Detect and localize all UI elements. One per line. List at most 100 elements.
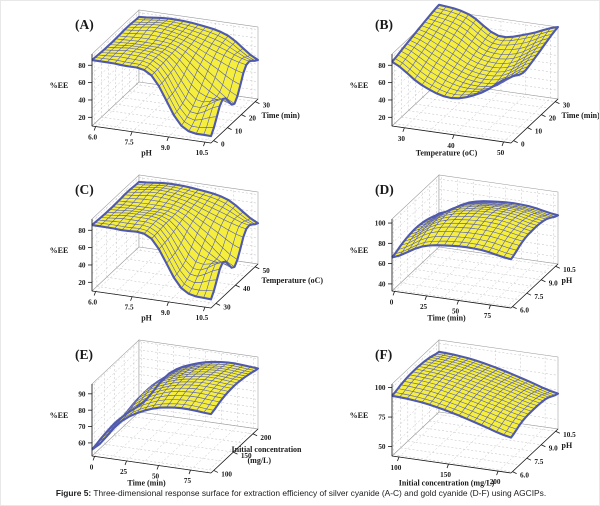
surface-plot-d: 40 60 80 100 0 25 50 75 6.0 7.5 9.0 10.5 %EE Time (mi… [350, 174, 576, 323]
z-axis-label: %EE [50, 81, 69, 90]
tick-marks [88, 229, 260, 312]
axes [391, 384, 559, 474]
x-axis-label: Temperature (oC) [416, 149, 478, 158]
x-tick-label: 9.0 [161, 144, 170, 152]
y-tick-label: 30 [563, 102, 571, 110]
y-tick-label: 6.0 [520, 472, 529, 480]
surface-mesh [391, 351, 559, 438]
z-tick-label: 75 [378, 414, 386, 422]
y-tick-label: 0 [221, 141, 225, 149]
surface-mesh [91, 181, 259, 300]
z-tick-label: 100 [375, 384, 386, 392]
y-tick-label: 200 [260, 434, 271, 442]
x-tick-label: 25 [120, 468, 128, 476]
axes [391, 219, 559, 309]
tick-labels: 20 40 60 80 6.0 7.5 9.0 10.5 0 10 20 30 [78, 62, 270, 157]
surface-rim [91, 180, 260, 301]
x-tick-label: 10.5 [196, 314, 209, 322]
surface-plot-c: 20 40 60 80 6.0 7.5 9.0 10.5 30 40 50 %EE pH Temperat… [50, 174, 323, 323]
x-tick-label: 7.5 [125, 139, 134, 147]
panel-letter: (C) [75, 182, 94, 197]
z-axis-label: %EE [350, 411, 369, 420]
axes [91, 219, 259, 309]
x-tick-label: 30 [398, 135, 406, 143]
y-tick-label: 7.5 [534, 458, 543, 466]
x-axis-label: Time (min) [427, 314, 466, 323]
z-axis-label: %EE [50, 411, 69, 420]
surface-rim [91, 360, 260, 451]
y-tick-label: 30 [263, 102, 271, 110]
x-tick-label: 0 [390, 298, 394, 306]
tick-labels: 40 60 80 100 0 25 50 75 6.0 7.5 9.0 10.5 [375, 220, 576, 320]
x-tick-label: 100 [391, 464, 402, 472]
y-axis-label: Time (min) [262, 111, 301, 120]
z-tick-label: 80 [78, 62, 86, 70]
figure-caption-text: Three-dimensional response surface for e… [91, 488, 547, 498]
x-tick-label: 10.5 [196, 149, 209, 157]
tick-marks [88, 393, 258, 475]
z-tick-label: 40 [378, 97, 386, 105]
x-tick-label: 40 [447, 142, 455, 150]
tick-marks [388, 64, 560, 147]
axes [391, 54, 559, 144]
x-tick-label: 6.0 [88, 134, 97, 142]
y-tick-label: 10.5 [563, 266, 576, 274]
x-tick-label: 50 [497, 149, 505, 157]
panel-letter: (D) [375, 182, 394, 197]
figure-caption: Figure 5: Three-dimensional response sur… [1, 488, 599, 498]
x-axis-label: Initial concentration (mg/L) [399, 479, 495, 488]
y-tick-label: 10 [535, 128, 543, 136]
y-tick-label: 0 [521, 141, 525, 149]
surface-plot-b: 20 40 60 80 30 40 50 0 10 20 30 %EE Temperature (oC)… [350, 3, 600, 158]
tick-labels: 20 40 60 80 30 40 50 0 10 20 30 [378, 62, 570, 157]
tick-labels: 50 75 100 100 150 200 6.0 7.5 9.0 10.5 [375, 384, 576, 486]
y-tick-label: 50 [263, 267, 271, 275]
x-tick-label: 25 [420, 303, 428, 311]
panel-letter: (E) [75, 347, 93, 362]
x-tick-label: 150 [440, 471, 451, 479]
z-tick-label: 40 [78, 97, 86, 105]
y-tick-label: 6.0 [520, 307, 529, 315]
y-axis-label: Time (min) [562, 111, 600, 120]
z-tick-label: 50 [378, 443, 386, 451]
y-axis-label: pH [562, 276, 573, 285]
x-tick-label: 7.5 [125, 304, 134, 312]
tick-labels: 20 40 60 80 6.0 7.5 9.0 10.5 30 40 50 [78, 227, 270, 322]
z-tick-label: 40 [378, 281, 386, 289]
axes [91, 384, 259, 474]
y-tick-label: 30 [223, 303, 231, 311]
z-tick-label: 80 [378, 62, 386, 70]
z-tick-label: 80 [78, 227, 86, 235]
z-tick-label: 60 [378, 260, 386, 268]
surface-mesh [91, 16, 259, 137]
z-tick-label: 20 [78, 114, 86, 122]
y-tick-label: 100 [221, 470, 232, 478]
z-tick-label: 80 [78, 407, 86, 415]
axes [91, 54, 259, 144]
surface-plot-e: 60 70 80 90 0 25 50 75 100 150 200 %EE Time (min) Ini… [50, 339, 302, 488]
x-axis-label: pH [141, 314, 152, 323]
z-tick-label: 70 [78, 423, 86, 431]
x-tick-label: 50 [152, 473, 160, 481]
surface-rim [391, 3, 560, 100]
y-tick-label: 9.0 [549, 445, 558, 453]
y-tick-label: 150 [241, 452, 252, 460]
z-tick-label: 60 [78, 244, 86, 252]
z-axis-label: %EE [50, 246, 69, 255]
panel-letter: (F) [375, 347, 392, 362]
x-tick-label: 50 [452, 308, 460, 316]
x-tick-label: 75 [484, 312, 492, 320]
y-tick-label: 7.5 [534, 293, 543, 301]
z-axis-label: %EE [350, 81, 369, 90]
x-tick-label: 75 [184, 477, 192, 485]
x-tick-label: 6.0 [88, 299, 97, 307]
y-axis-label-line2: (mg/L) [248, 456, 272, 465]
z-tick-label: 60 [78, 79, 86, 87]
y-tick-label: 40 [243, 285, 251, 293]
y-tick-label: 10 [235, 128, 243, 136]
surface-plot-a: 20 40 60 80 6.0 7.5 9.0 10.5 0 10 20 30 %EE pH Time (m… [50, 9, 301, 158]
y-axis-label: pH [562, 441, 573, 450]
panel-letter: (B) [375, 17, 393, 32]
surface-rim [91, 15, 260, 138]
